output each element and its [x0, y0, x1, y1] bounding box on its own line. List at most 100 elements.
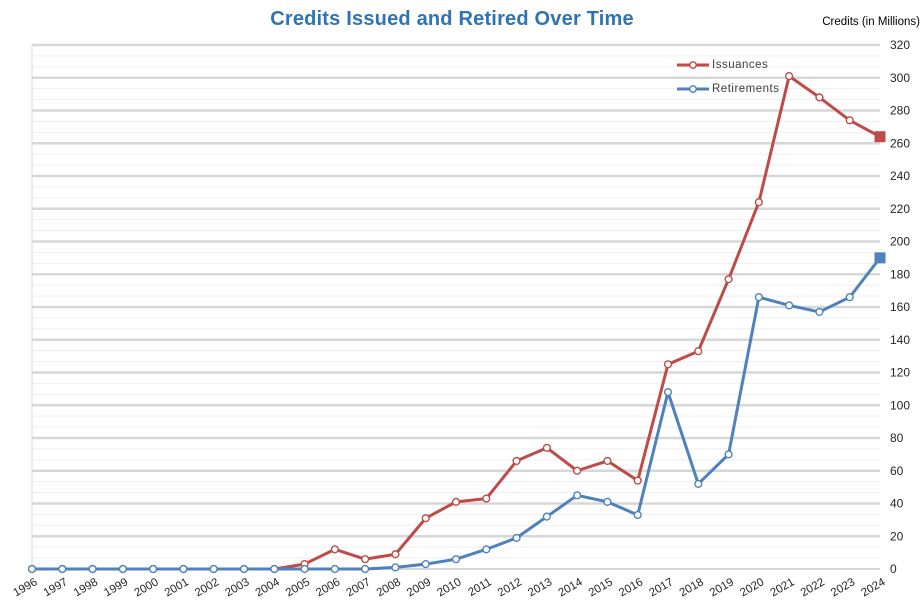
- x-tick-label: 2006: [314, 576, 342, 599]
- x-tick-label: 2016: [617, 576, 645, 599]
- data-point: [88, 564, 97, 574]
- legend-swatch-retirements: [677, 85, 709, 93]
- data-point: [542, 443, 551, 452]
- data-point: [573, 466, 582, 475]
- last-data-point-retirements: [874, 252, 886, 264]
- x-tick-label: 2024: [859, 576, 888, 599]
- x-tick-label: 2018: [678, 576, 706, 599]
- x-tick-label: 2022: [799, 576, 827, 599]
- x-tick-label: 2003: [223, 576, 251, 599]
- y-tick-label: 200: [890, 235, 910, 249]
- legend-item-retirements: Retirements: [676, 81, 780, 97]
- x-tick-label: 2004: [254, 576, 283, 599]
- x-tick-label: 1996: [11, 576, 39, 599]
- y-tick-label: 160: [890, 300, 910, 314]
- x-tick-label: 2010: [435, 576, 463, 599]
- data-point: [482, 545, 491, 554]
- last-data-point-issuances: [874, 131, 886, 143]
- data-point: [754, 198, 763, 207]
- y-tick-label: 260: [890, 136, 910, 150]
- legend-label: Issuances: [712, 59, 769, 71]
- data-point: [330, 545, 339, 554]
- legend: Issuances Retirements: [676, 57, 780, 97]
- data-point: [542, 512, 551, 521]
- data-point: [239, 564, 249, 574]
- chart-title: Credits Issued and Retired Over Time: [270, 8, 634, 30]
- x-tick-label: 2007: [344, 576, 372, 599]
- data-point: [270, 564, 279, 574]
- data-point: [724, 450, 733, 459]
- data-point: [845, 116, 854, 125]
- series-line: [32, 256, 882, 571]
- y-tick-label: 180: [890, 267, 910, 281]
- series-retirements: [27, 252, 886, 574]
- data-point: [512, 533, 521, 542]
- x-tick-label: 2008: [375, 576, 403, 599]
- data-point: [391, 563, 400, 572]
- x-tick-label: 2013: [526, 576, 554, 599]
- data-point: [603, 497, 612, 506]
- y-tick-label: 220: [890, 202, 910, 216]
- x-tick-label: 2012: [496, 576, 524, 599]
- data-point: [391, 550, 400, 559]
- data-point: [815, 307, 824, 317]
- data-point: [361, 555, 370, 564]
- data-point: [603, 456, 612, 466]
- y-tick-label: 300: [890, 71, 910, 85]
- x-tick-label: 1998: [72, 576, 100, 599]
- data-point: [482, 494, 491, 503]
- series-issuances: [27, 72, 886, 574]
- x-tick-label: 2005: [284, 576, 312, 599]
- y-tick-label: 60: [890, 464, 904, 478]
- y-tick-label: 280: [890, 104, 910, 118]
- y-tick-label: 80: [890, 431, 904, 445]
- y-tick-label: 100: [890, 398, 910, 412]
- major-gridlines: [32, 43, 880, 538]
- data-point: [663, 360, 673, 369]
- y-axis-title: Credits (in Millions): [822, 16, 920, 28]
- x-tick-label: 2002: [193, 576, 221, 599]
- data-point: [785, 301, 794, 310]
- data-point: [451, 497, 461, 506]
- data-point: [118, 564, 127, 574]
- y-tick-label: 320: [890, 38, 910, 52]
- y-tick-label: 120: [890, 366, 910, 380]
- data-point: [179, 564, 188, 574]
- y-tick-label: 20: [890, 529, 904, 543]
- data-point: [361, 564, 370, 574]
- data-point: [209, 564, 218, 574]
- x-tick-label: 2021: [768, 576, 796, 599]
- x-tick-label: 2015: [587, 576, 615, 599]
- data-point: [694, 479, 703, 488]
- data-point: [149, 564, 158, 574]
- y-tick-label: 240: [890, 169, 910, 183]
- data-point: [27, 564, 37, 574]
- data-point: [512, 456, 521, 466]
- data-point: [300, 564, 309, 574]
- x-tick-label: 2014: [556, 576, 585, 599]
- data-point: [724, 275, 733, 284]
- data-point: [633, 476, 642, 485]
- x-tick-labels: 1996 1997 1998 1999 2000 2001 2002 2003 2004 2005…: [11, 576, 888, 599]
- x-tick-label: 1999: [102, 576, 130, 599]
- legend-label: Retirements: [712, 83, 780, 95]
- data-point: [58, 564, 67, 574]
- x-tick-label: 2000: [132, 576, 160, 599]
- y-tick-label: 0: [890, 562, 897, 576]
- x-tick-label: 2011: [466, 576, 493, 599]
- data-point: [785, 72, 794, 81]
- data-point: [845, 293, 854, 302]
- x-tick-label: 1997: [42, 576, 70, 599]
- data-point: [754, 293, 763, 302]
- data-point: [663, 388, 673, 397]
- x-tick-label: 2009: [405, 576, 433, 599]
- data-point: [421, 514, 430, 523]
- y-tick-label: 40: [890, 497, 904, 511]
- data-point: [421, 559, 430, 569]
- data-point: [633, 510, 642, 520]
- x-tick-label: 2020: [738, 576, 766, 599]
- data-point: [451, 555, 461, 564]
- y-tick-label: 140: [890, 333, 910, 347]
- x-tick-label: 2023: [829, 576, 857, 599]
